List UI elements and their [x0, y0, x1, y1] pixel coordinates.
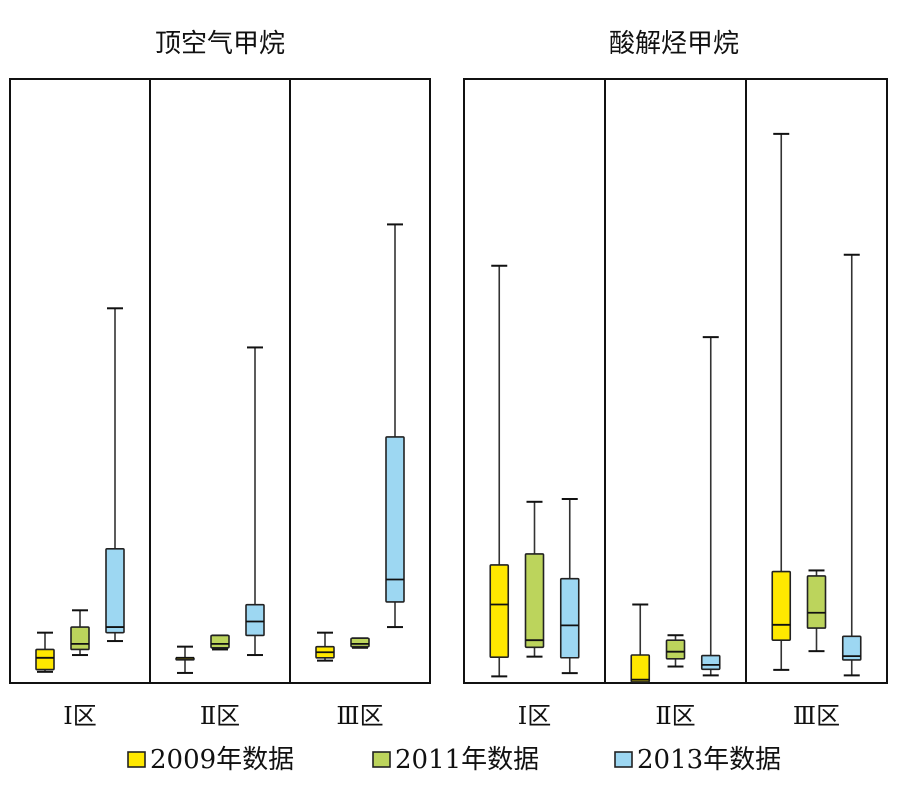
box-2013年数据 [559, 498, 580, 675]
box-2013年数据 [385, 223, 405, 629]
group-label: Ⅲ区 [793, 702, 840, 730]
box-iqr [35, 648, 55, 671]
box-iqr [210, 634, 230, 649]
box-2011年数据 [665, 634, 686, 668]
legend: 2009年数据 2011年数据 2013年数据 [127, 745, 781, 775]
legend-label: 2013年数据 [637, 745, 781, 775]
group-label: Ⅲ区 [336, 702, 383, 730]
box-iqr [70, 626, 90, 651]
box-2011年数据 [350, 637, 370, 649]
box-2011年数据 [806, 569, 827, 653]
chart-title: 顶空气甲烷 [155, 29, 285, 59]
box-iqr [350, 637, 370, 648]
box-2011年数据 [210, 634, 230, 651]
box-iqr [630, 654, 651, 683]
box-iqr [489, 564, 510, 658]
box-2013年数据 [245, 346, 265, 657]
box-2013年数据 [700, 336, 721, 677]
legend-swatch [127, 751, 146, 768]
box-iqr [524, 553, 545, 649]
box-iqr [665, 639, 686, 660]
box-2009年数据 [771, 132, 792, 671]
box-iqr [245, 603, 265, 637]
box-2009年数据 [630, 603, 651, 684]
legend-label: 2009年数据 [150, 745, 294, 775]
panel-headspace-methane: 顶空气甲烷 Ⅰ区 Ⅱ区 Ⅲ区 [9, 29, 431, 730]
box-iqr [771, 570, 792, 641]
group-label: Ⅱ区 [655, 702, 695, 730]
legend-swatch [614, 751, 633, 768]
box-2009年数据 [489, 264, 510, 678]
group-label: Ⅰ区 [518, 702, 551, 730]
box-2009年数据 [315, 631, 335, 662]
plot-frame [463, 78, 888, 684]
box-2009年数据 [35, 631, 55, 673]
box-2011年数据 [70, 609, 90, 657]
legend-label: 2011年数据 [395, 745, 539, 775]
group-label: Ⅰ区 [63, 702, 96, 730]
box-iqr [385, 436, 405, 603]
box-2011年数据 [524, 500, 545, 658]
box-2009年数据 [175, 645, 195, 674]
box-iqr [700, 654, 721, 671]
box-iqr [559, 577, 580, 659]
group-label: Ⅱ区 [200, 702, 240, 730]
box-iqr [841, 635, 862, 661]
box-2013年数据 [105, 307, 125, 643]
box-2013年数据 [841, 253, 862, 677]
box-iqr [806, 575, 827, 629]
box-iqr [105, 547, 125, 634]
plot-frame [9, 78, 431, 684]
legend-swatch [372, 751, 391, 768]
chart-title: 酸解烃甲烷 [609, 29, 739, 59]
panel-acid-hydrolysis-methane: 酸解烃甲烷 Ⅰ区 Ⅱ区 Ⅲ区 [463, 29, 888, 730]
